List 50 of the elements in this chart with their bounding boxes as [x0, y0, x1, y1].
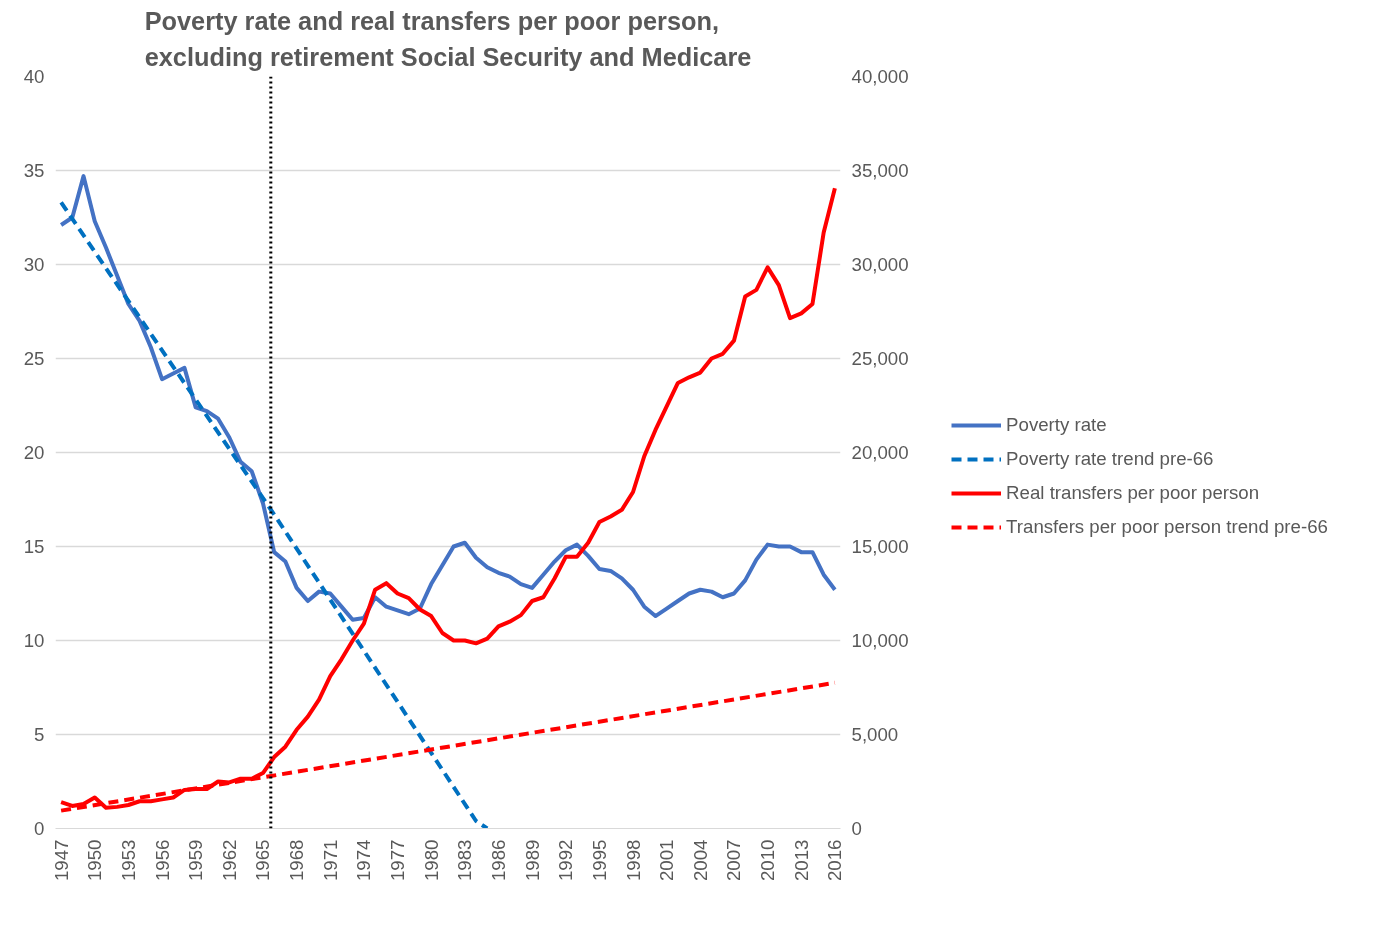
x-tick-label: 2001 [656, 839, 678, 881]
x-tick-label: 1950 [84, 839, 106, 881]
x-tick-label: 1974 [353, 839, 375, 881]
x-tick-label: 2016 [824, 839, 846, 881]
x-tick-label: 2010 [757, 839, 779, 881]
y-tick-label: 20 [23, 442, 45, 463]
y2-tick-label: 20,000 [851, 442, 909, 463]
x-tick-label: 1983 [454, 839, 476, 881]
x-tick-label: 2004 [689, 839, 711, 881]
legend-label: Poverty rate trend pre-66 [1006, 448, 1214, 470]
y-tick-label: 10 [23, 630, 45, 651]
x-tick-label: 2013 [790, 839, 812, 881]
x-tick-label: 1953 [117, 839, 139, 881]
y2-tick-label: 5,000 [851, 724, 899, 745]
y2-tick-label: 40,000 [851, 66, 909, 87]
legend-label: Transfers per poor person trend pre-66 [1006, 516, 1328, 538]
y-tick-label: 35 [23, 160, 45, 181]
legend-label: Real transfers per poor person [1006, 482, 1260, 504]
x-tick-label: 1971 [319, 839, 341, 881]
x-tick-label: 1989 [521, 839, 543, 881]
x-tick-label: 1995 [588, 839, 610, 881]
y-tick-label: 15 [23, 536, 45, 557]
y2-tick-label: 25,000 [851, 348, 909, 369]
y-tick-label: 30 [23, 254, 45, 275]
line-series [59, 186, 837, 810]
x-tick-label: 1962 [218, 839, 240, 881]
y2-tick-label: 10,000 [851, 630, 909, 651]
x-tick-label: 1965 [252, 839, 274, 881]
x-tick-label: 1977 [387, 839, 409, 881]
y-tick-label: 0 [34, 818, 45, 839]
x-tick-label: 1956 [151, 839, 173, 881]
y2-tick-label: 35,000 [851, 160, 909, 181]
chart-title: Poverty rate and real transfers per poor person, excluding retirement Social Security and Medicare [144, 7, 752, 72]
y2-tick-label: 0 [851, 818, 862, 839]
y2-tick-label: 30,000 [851, 254, 909, 275]
line-series [59, 174, 837, 622]
y-tick-label: 5 [34, 724, 45, 745]
line-series [59, 200, 490, 829]
x-tick-label: 1980 [420, 839, 442, 881]
x-tick-label: 2007 [723, 839, 745, 881]
x-tick-label: 1968 [286, 839, 308, 881]
x-tick-label: 1986 [487, 839, 509, 881]
y-tick-label: 40 [23, 66, 45, 87]
y-tick-label: 25 [23, 348, 45, 369]
x-tick-label: 1959 [185, 839, 207, 881]
x-tick-label: 1998 [622, 839, 644, 881]
legend-label: Poverty rate [1006, 414, 1107, 436]
x-tick-label: 1947 [50, 839, 72, 881]
y2-tick-label: 15,000 [851, 536, 909, 557]
x-tick-label: 1992 [555, 839, 577, 881]
